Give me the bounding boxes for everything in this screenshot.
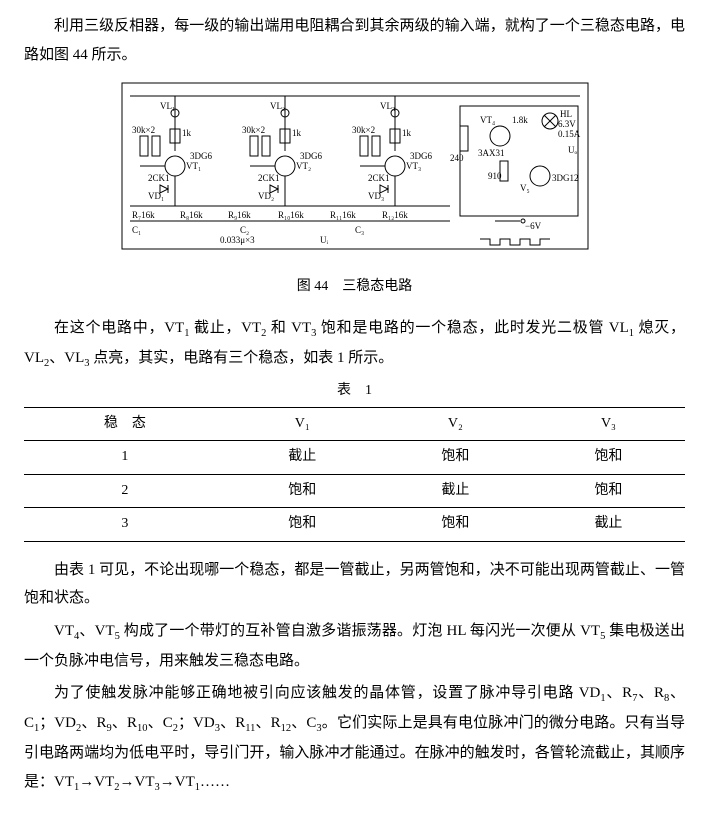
svg-text:C₃: C₃ (355, 225, 364, 235)
svg-text:C₂: C₂ (240, 225, 249, 235)
th-state: 稳 态 (24, 407, 226, 441)
svg-text:VD₃: VD₃ (368, 191, 384, 201)
svg-text:240: 240 (450, 153, 464, 163)
svg-text:3AX31: 3AX31 (478, 148, 505, 158)
table-caption: 表 1 (24, 378, 685, 405)
svg-text:R₉16k: R₉16k (228, 210, 251, 220)
svg-text:1k: 1k (402, 128, 412, 138)
svg-text:1k: 1k (292, 128, 302, 138)
svg-text:910: 910 (488, 171, 502, 181)
svg-text:Uₒ: Uₒ (568, 145, 577, 155)
svg-text:R₁₂16k: R₁₂16k (382, 210, 408, 220)
figure-44: VL₁ 1k 30k×2 VT₁ VD₁ 2CK1 3DG6 VL₂ 1k 30… (24, 81, 685, 262)
para-5: 为了使触发脉冲能够正确地被引向应该触发的晶体管，设置了脉冲导引电路 VD1、R7… (24, 679, 685, 797)
svg-text:2CK1: 2CK1 (148, 173, 170, 183)
svg-text:VL₃: VL₃ (380, 101, 395, 111)
svg-text:HL: HL (560, 109, 572, 119)
th-v3: V₃ (532, 407, 685, 441)
svg-text:1.8k: 1.8k (512, 115, 528, 125)
para-3: 由表 1 可见，不论出现哪一个稳态，都是一管截止，另两管饱和，决不可能出现两管截… (24, 556, 685, 613)
figure-caption: 图 44 三稳态电路 (24, 274, 685, 301)
svg-text:30k×2: 30k×2 (242, 125, 265, 135)
svg-text:0.033μ×3: 0.033μ×3 (220, 235, 255, 245)
svg-text:VT₁: VT₁ (186, 161, 201, 171)
svg-text:3DG6: 3DG6 (300, 151, 322, 161)
svg-text:VT₄: VT₄ (480, 115, 495, 125)
svg-text:R₈16k: R₈16k (180, 210, 203, 220)
schematic-svg: VL₁ 1k 30k×2 VT₁ VD₁ 2CK1 3DG6 VL₂ 1k 30… (120, 81, 590, 251)
svg-text:6.3V: 6.3V (558, 119, 576, 129)
svg-text:3DG12: 3DG12 (552, 173, 579, 183)
svg-text:VL₂: VL₂ (270, 101, 285, 111)
table-row: 3饱和饱和截止 (24, 508, 685, 542)
svg-text:R₁₀16k: R₁₀16k (278, 210, 304, 220)
table-row: 1截止饱和饱和 (24, 441, 685, 475)
para-2: 在这个电路中，VT1 截止，VT2 和 VT3 饱和是电路的一个稳态，此时发光二… (24, 314, 685, 374)
svg-text:3DG6: 3DG6 (410, 151, 432, 161)
svg-text:2CK1: 2CK1 (368, 173, 390, 183)
svg-text:−6V: −6V (525, 221, 542, 231)
th-v1: V₁ (226, 407, 379, 441)
svg-text:1k: 1k (182, 128, 192, 138)
svg-text:VT₃: VT₃ (406, 161, 421, 171)
svg-text:VD₁: VD₁ (148, 191, 164, 201)
table-row: 2饱和截止饱和 (24, 474, 685, 508)
svg-text:VD₂: VD₂ (258, 191, 274, 201)
th-v2: V₂ (379, 407, 532, 441)
svg-text:C₁: C₁ (132, 225, 141, 235)
para-4: VT4、VT5 构成了一个带灯的互补管自激多谐振荡器。灯泡 HL 每闪光一次便从… (24, 617, 685, 675)
svg-text:30k×2: 30k×2 (352, 125, 375, 135)
svg-text:V₅: V₅ (520, 183, 530, 193)
para-1: 利用三级反相器，每一级的输出端用电阻耦合到其余两级的输入端，就构了一个三稳态电路… (24, 12, 685, 69)
svg-text:VL₁: VL₁ (160, 101, 175, 111)
svg-text:0.15A: 0.15A (558, 129, 581, 139)
svg-text:R₁₁16k: R₁₁16k (330, 210, 356, 220)
svg-text:30k×2: 30k×2 (132, 125, 155, 135)
svg-text:Uᵢ: Uᵢ (320, 235, 328, 245)
svg-text:VT₂: VT₂ (296, 161, 311, 171)
svg-text:2CK1: 2CK1 (258, 173, 280, 183)
svg-text:R₇16k: R₇16k (132, 210, 155, 220)
svg-text:3DG6: 3DG6 (190, 151, 212, 161)
states-table: 稳 态 V₁ V₂ V₃ 1截止饱和饱和 2饱和截止饱和 3饱和饱和截止 (24, 407, 685, 542)
